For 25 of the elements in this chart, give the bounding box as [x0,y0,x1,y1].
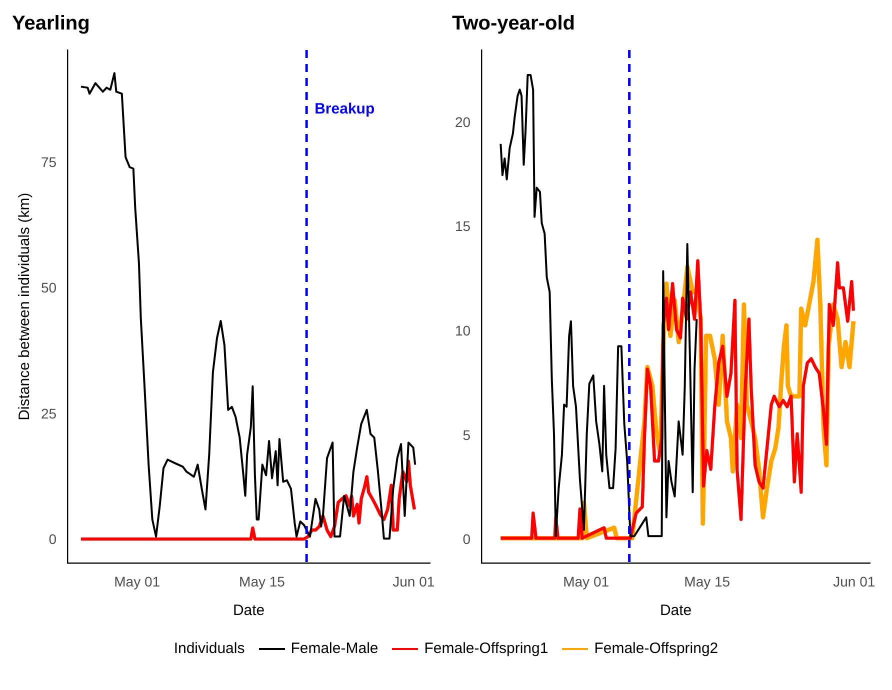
y-tick-label: 20 [454,114,471,130]
y-tick-label: 10 [454,322,471,338]
legend-title: Individuals [174,640,245,657]
chart-title: Two-year-old [452,12,575,35]
x-axis-title: Date [232,602,265,620]
x-tick-label: May 15 [239,573,286,590]
legend-label: Female-Offspring1 [424,640,548,657]
y-tick-label: 75 [40,154,57,170]
x-tick-label: May 01 [114,573,160,590]
legend-label: Female-Offspring2 [594,640,718,657]
y-tick-label: 0 [48,530,57,547]
x-tick-label: May 01 [563,573,610,590]
y-tick-label: 5 [462,426,471,443]
y-tick-label: 50 [40,280,57,296]
x-tick-label: Jun 01 [392,573,435,590]
y-tick-label: 25 [40,405,57,422]
chart-title: Yearling [12,12,90,35]
ref-line-label: Breakup [314,100,375,118]
y-axis-title: Distance between individuals (km) [16,192,34,420]
x-tick-label: May 15 [684,573,730,590]
x-tick-label: Jun 01 [833,573,876,590]
y-tick-label: 0 [462,531,471,548]
y-tick-label: 15 [454,218,471,234]
legend-label: Female-Male [290,640,378,657]
x-axis-title: Date [660,602,692,620]
